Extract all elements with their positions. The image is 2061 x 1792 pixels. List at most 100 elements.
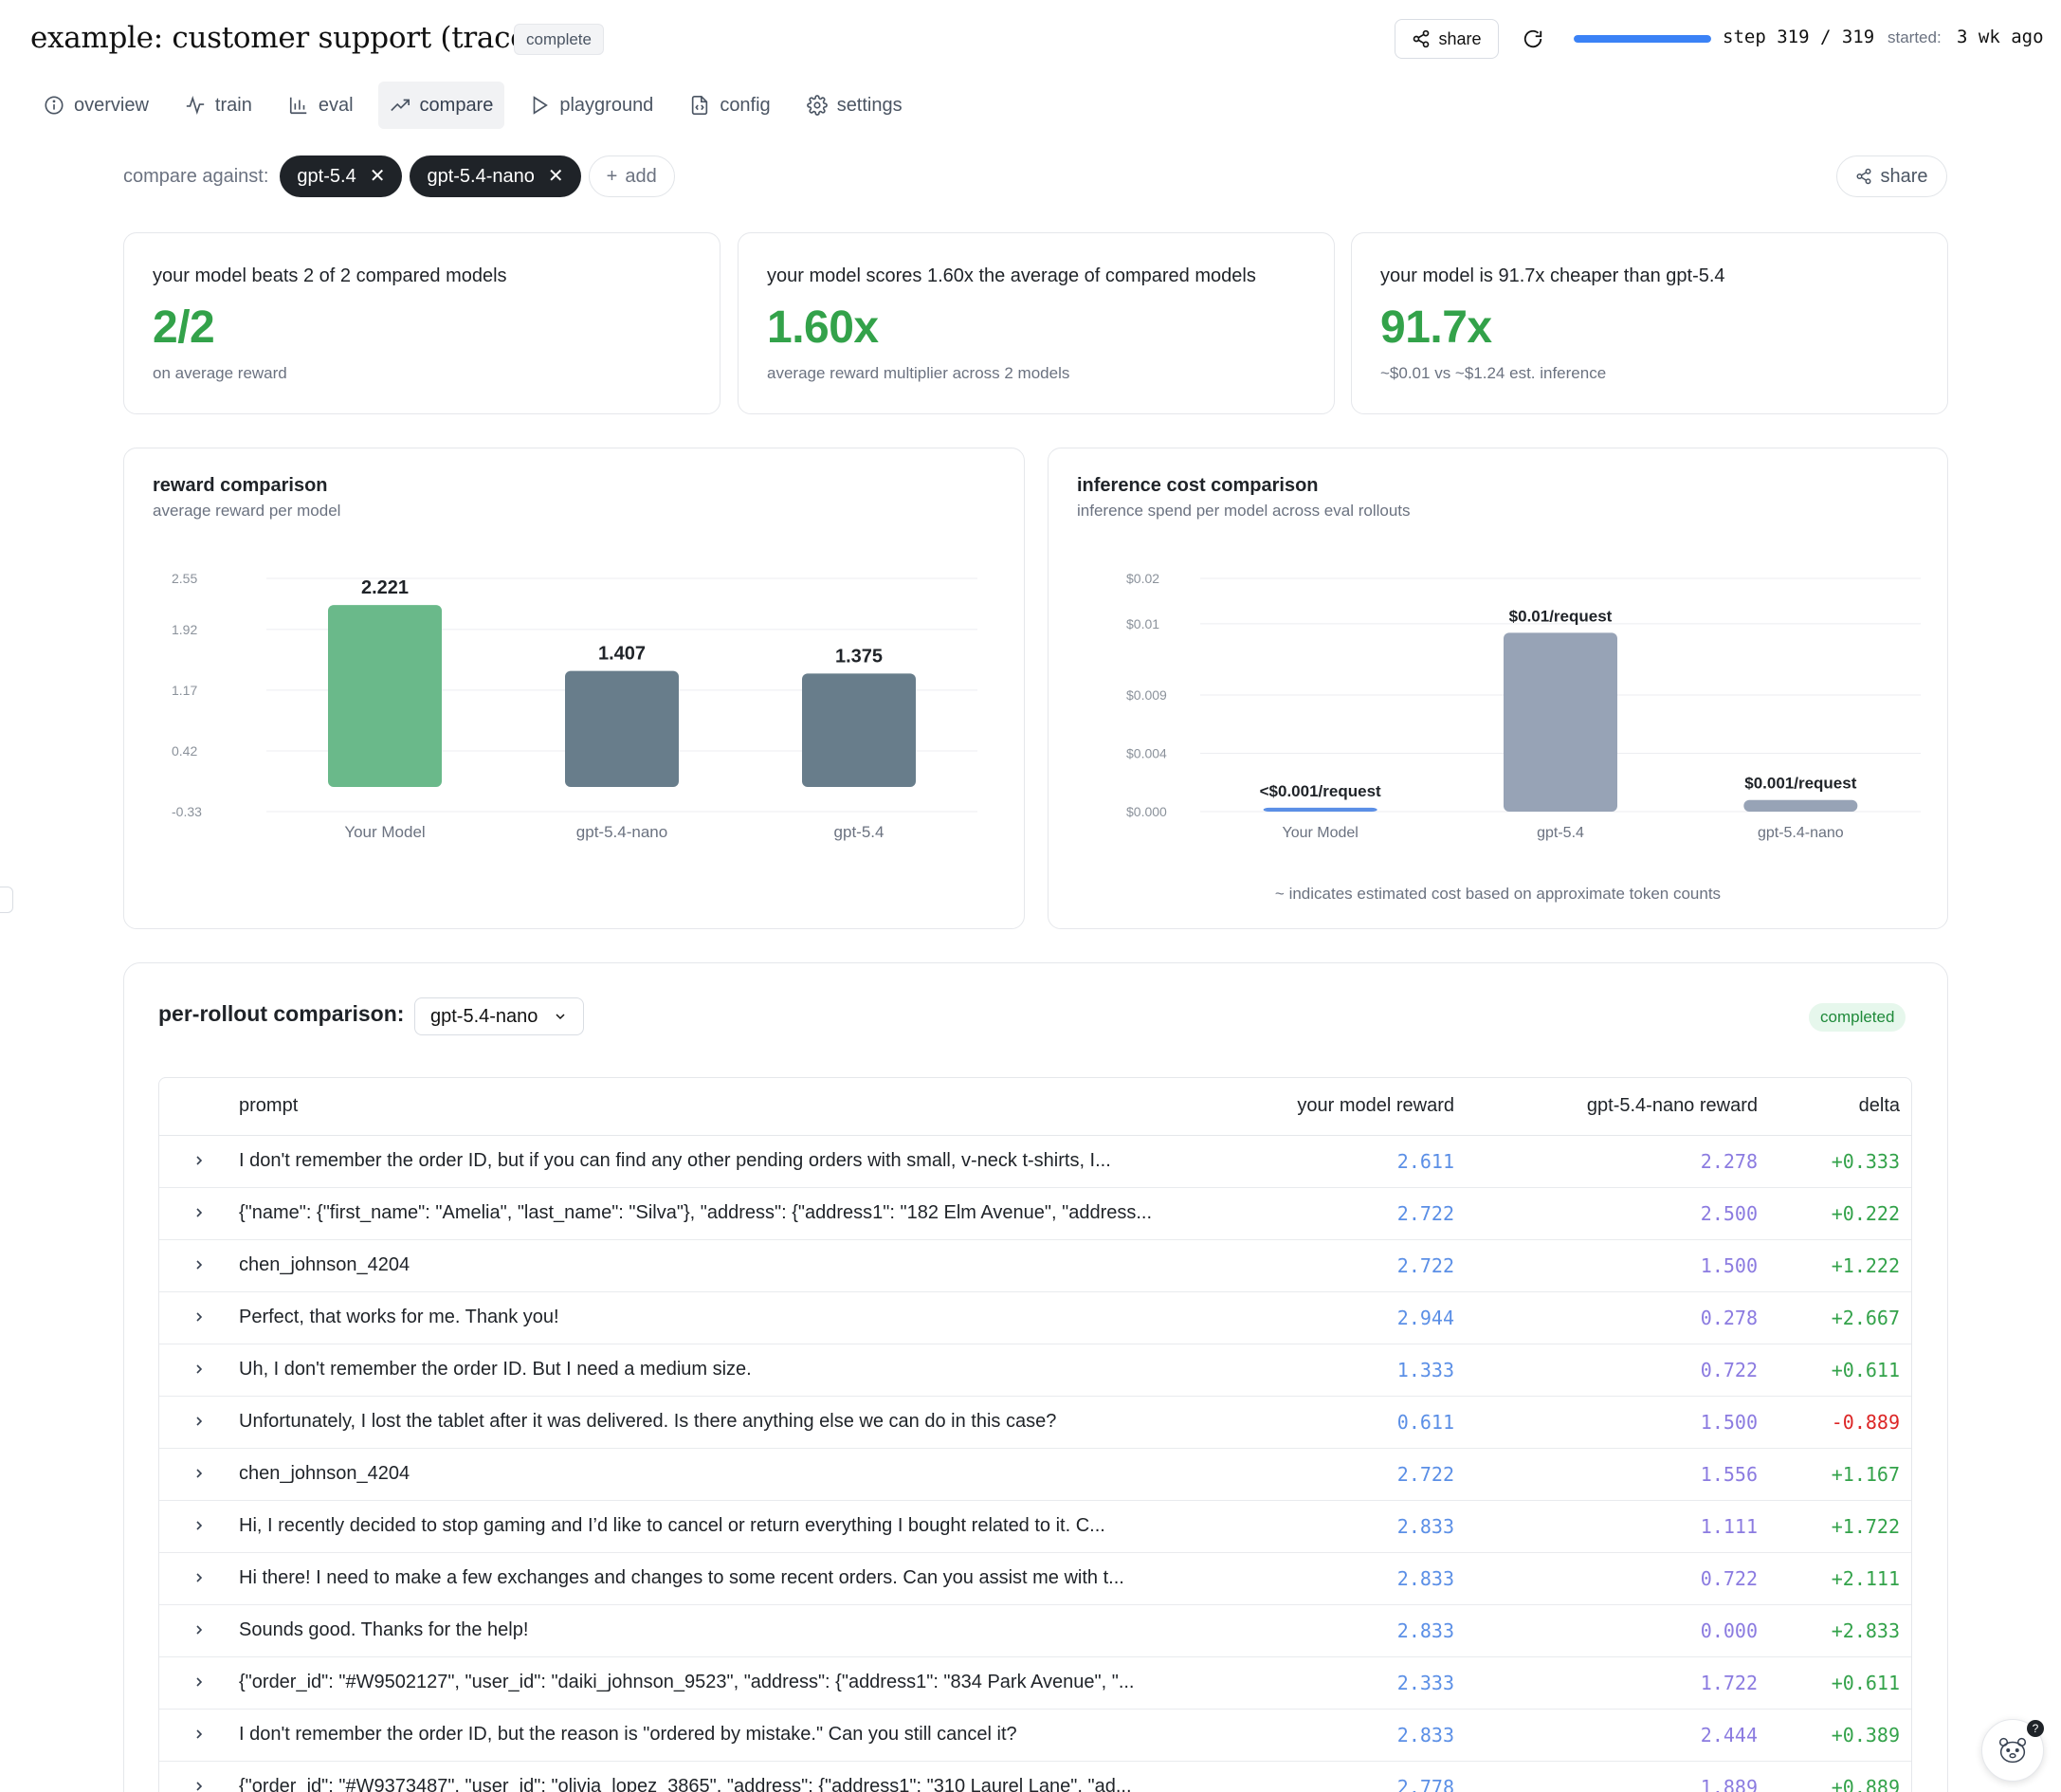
your-reward-cell: 2.833 (1172, 1709, 1466, 1762)
chevron-right-icon[interactable] (159, 1187, 239, 1240)
compare-chip-gpt-5-4-nano[interactable]: gpt-5.4-nano ✕ (410, 155, 581, 197)
their-reward-cell: 0.278 (1466, 1291, 1769, 1344)
chart-bar (565, 670, 679, 787)
bar-chart-icon (289, 97, 307, 115)
stat-title: your model scores 1.60x the average of c… (767, 265, 1256, 286)
chip-label: gpt-5.4 (297, 165, 356, 187)
their-reward-cell: 1.500 (1466, 1396, 1769, 1449)
chevron-right-icon[interactable] (159, 1552, 239, 1605)
table-row[interactable]: {"order_id": "#W9502127", "user_id": "da… (159, 1656, 1911, 1710)
x-tick-label: gpt-5.4 (834, 823, 885, 841)
tab-label: eval (318, 94, 354, 116)
chevron-right-icon[interactable] (159, 1344, 239, 1397)
table-row[interactable]: chen_johnson_4204 2.722 1.556 +1.167 (159, 1448, 1911, 1501)
y-tick-label: $0.009 (1126, 687, 1167, 703)
share-label: share (1880, 165, 1928, 187)
chart-bar (328, 605, 442, 787)
share-button[interactable]: share (1395, 19, 1499, 59)
chevron-right-icon[interactable] (159, 1135, 239, 1188)
prompt-cell: chen_johnson_4204 (239, 1448, 1172, 1501)
tab-train[interactable]: train (173, 82, 264, 129)
their-reward-cell: 0.722 (1466, 1344, 1769, 1397)
delta-cell: +1.222 (1769, 1239, 1911, 1292)
prompt-cell: Uh, I don't remember the order ID. But I… (239, 1344, 1172, 1397)
sidebar-toggle-handle[interactable] (0, 887, 13, 913)
tab-bar: overview train eval compare playground c… (32, 82, 914, 129)
chevron-right-icon[interactable] (159, 1604, 239, 1657)
delta-cell: +0.889 (1769, 1761, 1911, 1792)
y-tick-label: 0.42 (172, 743, 197, 759)
tab-eval[interactable]: eval (277, 82, 365, 129)
chip-label: gpt-5.4-nano (427, 165, 535, 187)
stat-title: your model is 91.7x cheaper than gpt-5.4 (1380, 265, 1725, 286)
model-select[interactable]: gpt-5.4-nano (414, 997, 585, 1035)
tab-label: config (720, 94, 771, 116)
refresh-button[interactable] (1517, 23, 1549, 55)
delta-cell: +2.667 (1769, 1291, 1911, 1344)
table-row[interactable]: I don't remember the order ID, but the r… (159, 1709, 1911, 1762)
table-row[interactable]: chen_johnson_4204 2.722 1.500 +1.222 (159, 1239, 1911, 1292)
your-reward-cell: 2.722 (1172, 1448, 1466, 1501)
stat-card-cost: your model is 91.7x cheaper than gpt-5.4… (1351, 232, 1948, 414)
close-icon[interactable]: ✕ (369, 166, 386, 187)
prompt-cell: Sounds good. Thanks for the help! (239, 1604, 1172, 1657)
table-header-row: prompt your model reward gpt-5.4-nano re… (159, 1078, 1911, 1136)
trending-icon (390, 99, 410, 112)
info-icon (45, 96, 64, 115)
table-row[interactable]: I don't remember the order ID, but if yo… (159, 1135, 1911, 1188)
chevron-right-icon[interactable] (159, 1656, 239, 1710)
rollout-title: per-rollout comparison: (158, 1001, 405, 1026)
table-row[interactable]: Perfect, that works for me. Thank you! 2.… (159, 1291, 1911, 1344)
delta-cell: +0.611 (1769, 1344, 1911, 1397)
close-icon[interactable]: ✕ (547, 166, 564, 187)
their-reward-cell: 0.722 (1466, 1552, 1769, 1605)
your-reward-cell: 2.611 (1172, 1135, 1466, 1188)
compare-chip-gpt-5-4[interactable]: gpt-5.4 ✕ (280, 155, 403, 197)
table-row[interactable]: {"name": {"first_name": "Amelia", "last_… (159, 1187, 1911, 1240)
chart-title: reward comparison (153, 475, 328, 496)
stat-value: 1.60x (767, 302, 879, 353)
play-icon (534, 96, 549, 115)
table-row[interactable]: {"order_id": "#W9373487", "user_id": "ol… (159, 1761, 1911, 1792)
chevron-right-icon[interactable] (159, 1761, 239, 1792)
chart-bar (1263, 807, 1377, 812)
add-label: add (625, 165, 657, 187)
column-header-your-reward: your model reward (1172, 1078, 1466, 1136)
compare-bar: compare against: gpt-5.4 ✕ gpt-5.4-nano … (123, 155, 675, 197)
data-label: 1.407 (598, 644, 646, 665)
status-badge: complete (514, 24, 604, 55)
stat-card-beats: your model beats 2 of 2 compared models … (123, 232, 720, 414)
chevron-right-icon[interactable] (159, 1500, 239, 1553)
tab-overview[interactable]: overview (32, 82, 160, 129)
chevron-right-icon[interactable] (159, 1709, 239, 1762)
table-row[interactable]: Sounds good. Thanks for the help! 2.833 0.… (159, 1604, 1911, 1657)
x-tick-label: gpt-5.4-nano (1758, 825, 1844, 841)
prompt-cell: Hi there! I need to make a few exchanges… (239, 1552, 1172, 1605)
tab-config[interactable]: config (678, 82, 781, 129)
tab-settings[interactable]: settings (795, 82, 914, 129)
table-row[interactable]: Hi, I recently decided to stop gaming an… (159, 1500, 1911, 1553)
x-tick-label: gpt-5.4 (1537, 825, 1584, 841)
chevron-down-icon (556, 1014, 565, 1020)
step-counter: step 319 / 319 (1723, 27, 1875, 47)
bear-mascot-icon (1998, 1737, 2027, 1764)
tab-label: train (214, 94, 252, 116)
chevron-right-icon[interactable] (159, 1291, 239, 1344)
chevron-right-icon[interactable] (159, 1239, 239, 1292)
table-row[interactable]: Uh, I don't remember the order ID. But I… (159, 1344, 1911, 1397)
their-reward-cell: 1.500 (1466, 1239, 1769, 1292)
their-reward-cell: 2.444 (1466, 1709, 1769, 1762)
their-reward-cell: 2.500 (1466, 1187, 1769, 1240)
table-row[interactable]: Unfortunately, I lost the tablet after i… (159, 1396, 1911, 1449)
page-title: example: customer support (traces) (30, 21, 554, 55)
compare-share-button[interactable]: share (1836, 155, 1947, 197)
table-row[interactable]: Hi there! I need to make a few exchanges… (159, 1552, 1911, 1605)
chevron-right-icon[interactable] (159, 1396, 239, 1449)
header: example: customer support (traces) compl… (0, 0, 2061, 78)
cost-bar-chart: $0.02 $0.01 $0.009 $0.004 $0.000 <$0.001/requ… (1126, 571, 1921, 841)
chevron-right-icon[interactable] (159, 1448, 239, 1501)
delta-cell: +0.389 (1769, 1709, 1911, 1762)
tab-compare[interactable]: compare (377, 82, 505, 129)
add-model-button[interactable]: + add (588, 155, 675, 197)
tab-playground[interactable]: playground (518, 82, 665, 129)
